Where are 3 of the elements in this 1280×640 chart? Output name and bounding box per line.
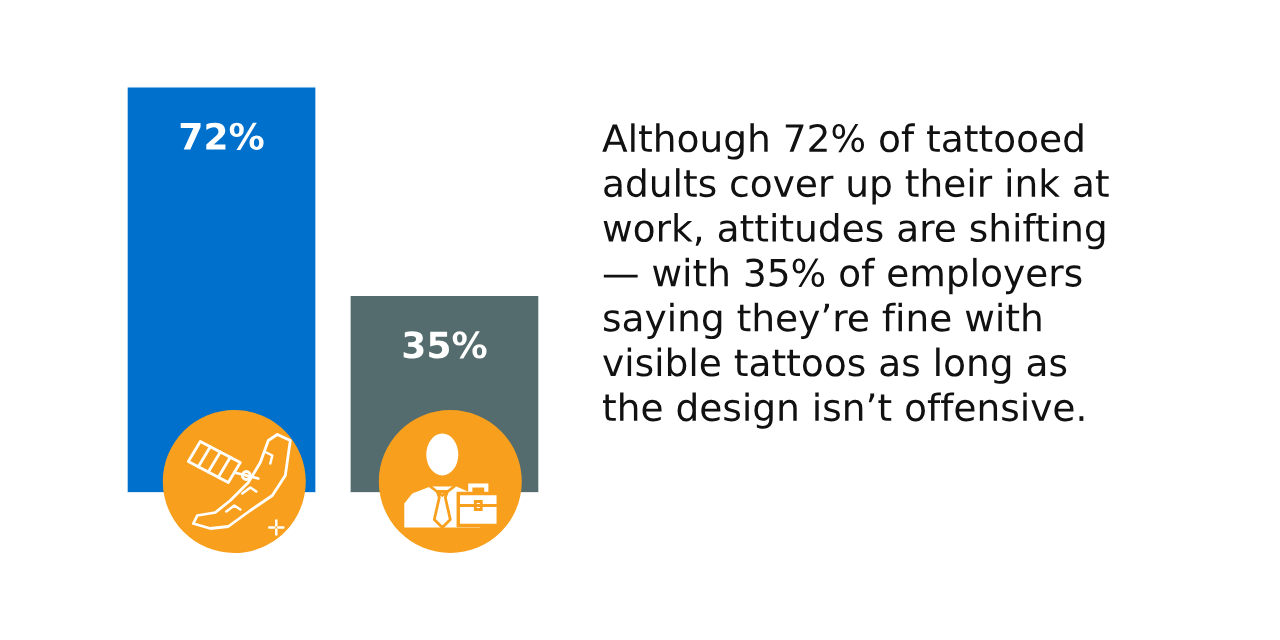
data-label: 35%	[403, 331, 487, 359]
data-label: 72%	[180, 122, 264, 150]
text: Although 72% of tattooed adults cover up their ink at work, attitudes are shifting — with 35% of employers saying they’re fine with visible tattoos as long as the design isn’t offensive.	[602, 123, 1109, 429]
